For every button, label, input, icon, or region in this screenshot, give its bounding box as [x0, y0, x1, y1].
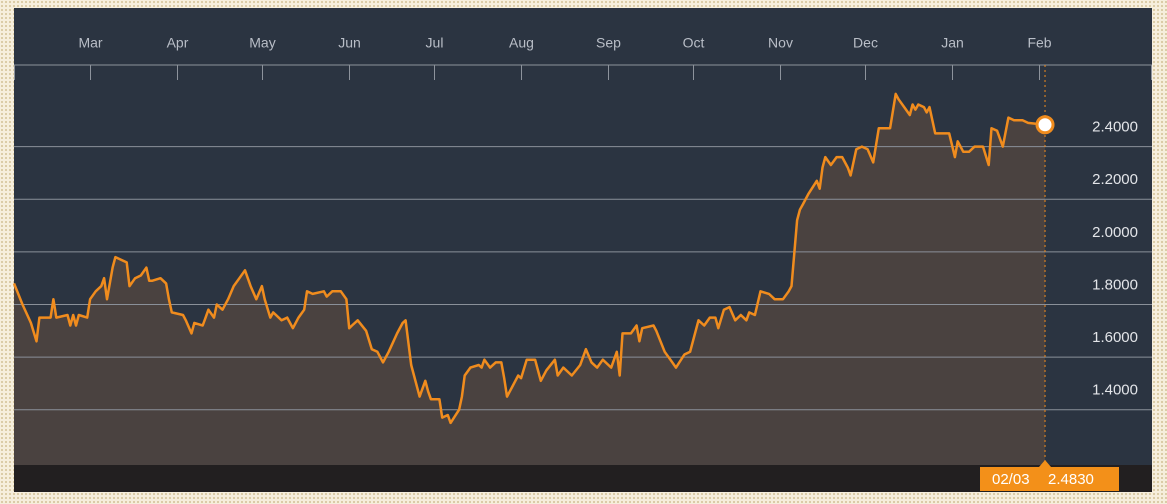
end-label: 02/03 2.4830 — [980, 467, 1119, 491]
y-tick-label: 2.2000 — [1092, 171, 1138, 188]
x-tick-label: Nov — [768, 35, 793, 51]
y-tick-label: 2.4000 — [1092, 119, 1138, 136]
line — [12, 92, 1046, 425]
x-tick-label: Oct — [683, 35, 705, 51]
x-tick-label: Dec — [853, 35, 878, 51]
end-point — [1035, 115, 1055, 135]
y-tick-label: 1.4000 — [1092, 382, 1138, 399]
y-tick-label: 1.8000 — [1092, 276, 1138, 293]
end-label-date: 02/03 — [992, 471, 1030, 488]
plot — [12, 65, 1152, 466]
x-tick-label: Feb — [1027, 35, 1051, 51]
y-tick-label: 2.0000 — [1092, 224, 1138, 241]
end-label-value: 2.4830 — [1048, 471, 1094, 488]
x-tick-label: Sep — [596, 35, 621, 51]
x-tick-label: Apr — [167, 35, 189, 51]
end-label-box — [980, 467, 1119, 491]
bottom-band — [14, 465, 1152, 492]
x-tick-label: Mar — [78, 35, 102, 51]
y-tick-label: 1.6000 — [1092, 329, 1138, 346]
area — [14, 93, 1045, 466]
x-tick-label: Jul — [426, 35, 444, 51]
x-tick-label: Jan — [941, 35, 964, 51]
x-tick-label: Jun — [338, 35, 361, 51]
end-label-pointer — [1039, 460, 1052, 467]
x-tick-label: Aug — [509, 35, 534, 51]
x-tick-label: May — [249, 35, 275, 51]
